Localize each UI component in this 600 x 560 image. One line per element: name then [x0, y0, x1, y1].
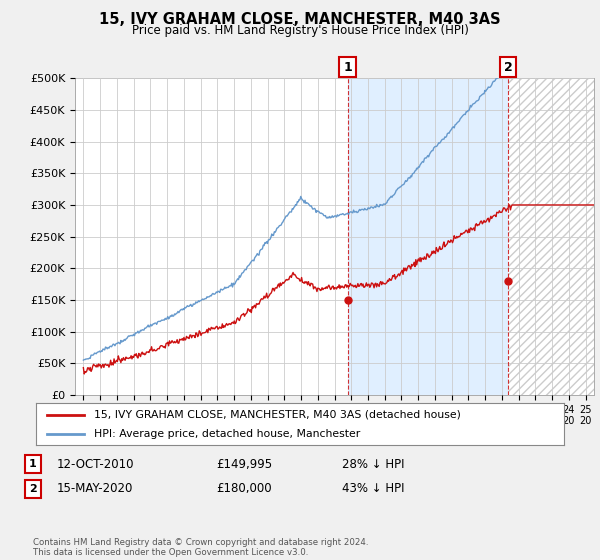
Text: 15, IVY GRAHAM CLOSE, MANCHESTER, M40 3AS (detached house): 15, IVY GRAHAM CLOSE, MANCHESTER, M40 3A… — [94, 409, 461, 419]
Text: 15, IVY GRAHAM CLOSE, MANCHESTER, M40 3AS: 15, IVY GRAHAM CLOSE, MANCHESTER, M40 3A… — [99, 12, 501, 27]
Text: Price paid vs. HM Land Registry's House Price Index (HPI): Price paid vs. HM Land Registry's House … — [131, 24, 469, 36]
Text: HPI: Average price, detached house, Manchester: HPI: Average price, detached house, Manc… — [94, 429, 361, 439]
Bar — [347, 78, 508, 395]
Text: 15-MAY-2020: 15-MAY-2020 — [57, 482, 133, 496]
Text: Contains HM Land Registry data © Crown copyright and database right 2024.
This d: Contains HM Land Registry data © Crown c… — [33, 538, 368, 557]
Text: £149,995: £149,995 — [216, 458, 272, 471]
Text: £180,000: £180,000 — [216, 482, 272, 496]
Text: 12-OCT-2010: 12-OCT-2010 — [57, 458, 134, 471]
Text: 1: 1 — [29, 459, 37, 469]
Bar — [508, 78, 594, 395]
Text: 2: 2 — [29, 484, 37, 494]
Text: 1: 1 — [343, 60, 352, 74]
Text: 43% ↓ HPI: 43% ↓ HPI — [342, 482, 404, 496]
Text: 2: 2 — [504, 60, 512, 74]
Text: 28% ↓ HPI: 28% ↓ HPI — [342, 458, 404, 471]
